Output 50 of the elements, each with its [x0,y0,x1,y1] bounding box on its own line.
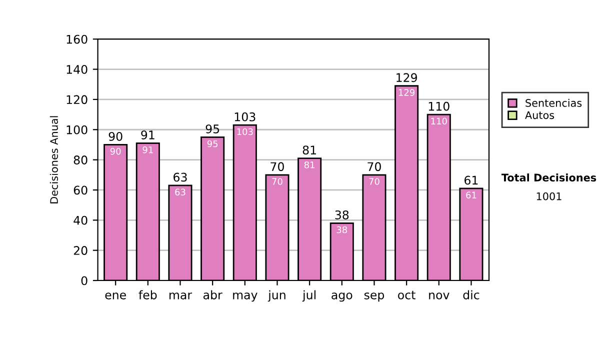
data-label: 91 [142,146,153,154]
total-label: 70 [270,162,284,172]
data-label: 70 [369,178,380,185]
total-label: 90 [108,132,122,141]
y-tick-label: 120 [66,95,88,104]
total-label: 70 [368,162,381,172]
x-tick-label: nov [429,292,450,300]
total-label: 38 [335,210,349,220]
y-tick-label: 160 [66,34,88,44]
data-label: 81 [304,161,314,168]
y-tick-label: 20 [74,246,88,255]
data-label: 70 [272,178,282,185]
x-tick-label: ago [332,292,352,302]
y-tick-label: 100 [66,125,88,134]
data-label: 63 [175,188,186,196]
x-tick-label: jun [268,290,286,302]
y-tick-label: 0 [81,276,88,286]
total-label: 95 [206,124,220,134]
total-label: 81 [302,146,316,154]
y-tick-label: 80 [74,156,88,164]
x-tick-label: oct [398,290,416,300]
x-tick-label: ene [105,292,126,300]
text: Total Decisiones [501,173,596,182]
x-tick-label: sep [364,292,384,302]
total-label: 61 [464,176,478,185]
y-tick-label: 40 [74,216,88,225]
y-tick-label: 60 [74,186,88,195]
data-label: 38 [336,226,348,234]
total-label: 103 [234,112,256,122]
x-tick-label: feb [138,290,157,300]
data-label: 61 [466,192,476,198]
x-tick-label: jul [302,290,316,302]
data-label: 110 [431,118,447,125]
y-tick-label: 140 [66,65,88,74]
y-axis-title: Decisiones Anual [50,116,58,204]
total-label: 129 [396,73,417,82]
total-label: 110 [428,102,450,111]
text: 1001 [536,192,562,200]
total-label: 91 [141,130,154,140]
x-tick-label: abr [203,290,222,300]
x-tick-label: mar [170,292,192,300]
legend-label: Autos [525,111,554,120]
total-label: 63 [174,172,187,182]
x-tick-label: dic [463,290,480,300]
data-label: 95 [207,140,218,148]
data-label: 129 [398,89,415,96]
data-label: 103 [237,128,253,136]
data-label: 90 [110,148,121,155]
x-tick-label: may [233,292,258,302]
legend-label: Sentencias [526,98,582,107]
